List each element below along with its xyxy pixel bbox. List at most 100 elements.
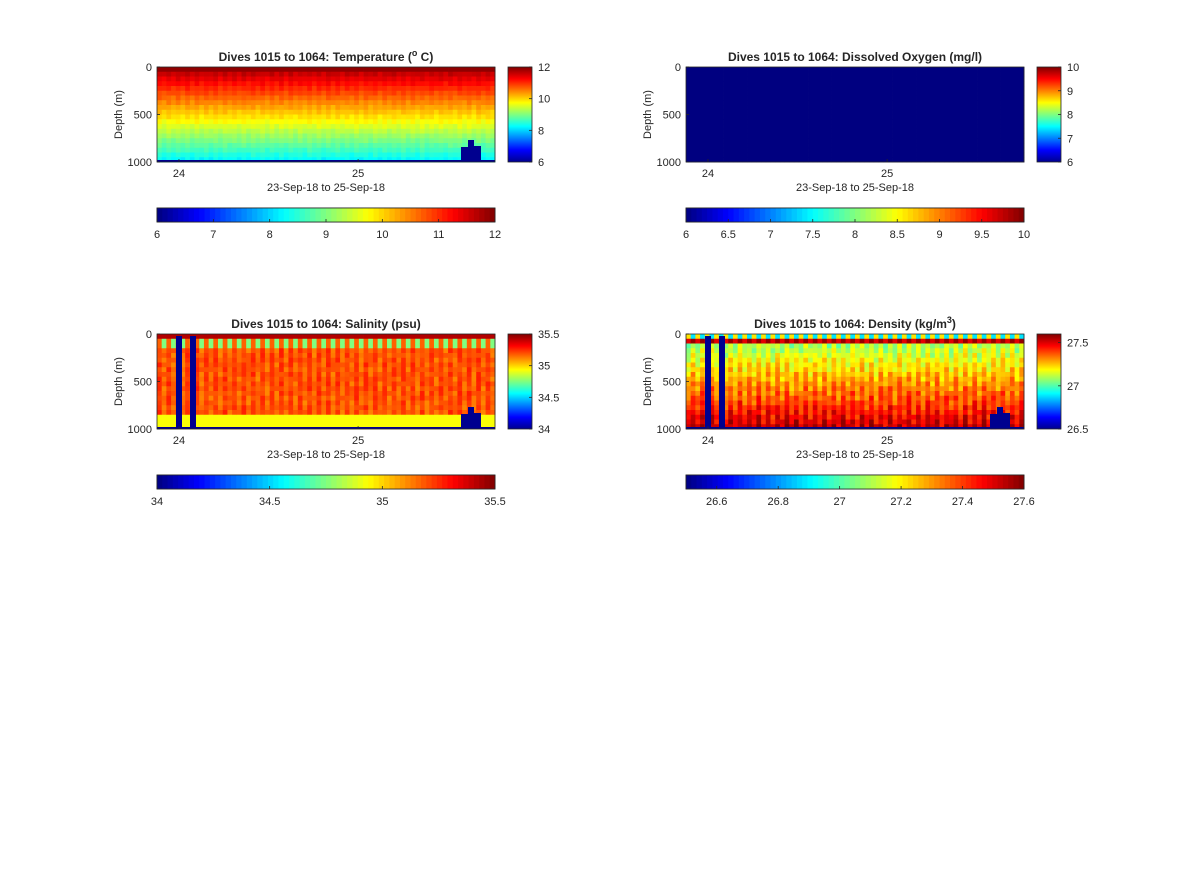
heatmap-cell xyxy=(302,152,308,158)
heatmap-cell xyxy=(934,67,940,73)
heatmap-cell xyxy=(316,334,322,340)
heatmap-cell xyxy=(962,109,969,115)
heatmap-cell xyxy=(419,147,425,153)
heatmap-cell xyxy=(438,81,444,87)
heatmap-cell xyxy=(438,105,444,111)
heatmap-cell xyxy=(732,405,739,411)
colorbar-step xyxy=(1013,208,1020,222)
heatmap-cell xyxy=(222,67,228,73)
heatmap-cell xyxy=(995,147,1001,153)
heatmap-cell xyxy=(476,81,482,87)
colorbar-step xyxy=(199,208,205,222)
heatmap-cell xyxy=(208,152,214,158)
heatmap-cell xyxy=(405,157,411,163)
colorbar-step xyxy=(310,208,316,222)
colorbar-step xyxy=(876,208,882,222)
heatmap-cell xyxy=(775,147,781,153)
heatmap-cell xyxy=(194,152,200,158)
heatmap-cell xyxy=(433,119,440,125)
heatmap-cell xyxy=(798,114,804,120)
heatmap-cell xyxy=(747,100,753,106)
heatmap-cell xyxy=(213,362,219,368)
heatmap-cell xyxy=(415,105,421,111)
heatmap-cell xyxy=(241,138,247,144)
heatmap-cell xyxy=(433,86,440,92)
heatmap-cell xyxy=(157,372,163,378)
colorbar-step xyxy=(484,208,491,222)
heatmap-cell xyxy=(260,124,266,130)
heatmap-cell xyxy=(812,100,818,106)
heatmap-cell xyxy=(227,114,233,120)
heatmap-cell xyxy=(784,114,790,120)
heatmap-cell xyxy=(161,386,167,392)
heatmap-cell xyxy=(958,114,964,120)
heatmap-cell xyxy=(401,109,407,115)
heatmap-cell xyxy=(157,147,163,153)
heatmap-cell xyxy=(354,81,360,87)
heatmap-cell xyxy=(250,353,256,359)
heatmap-cell xyxy=(246,152,252,158)
heatmap-cell xyxy=(972,147,978,153)
heatmap-cell xyxy=(977,76,983,82)
seafloor-mask xyxy=(461,407,481,429)
heatmap-cell xyxy=(700,357,706,363)
heatmap-cell xyxy=(462,338,468,344)
heatmap-cell xyxy=(307,381,313,387)
heatmap-cell xyxy=(344,343,350,349)
heatmap-cell xyxy=(203,76,210,82)
heatmap-cell xyxy=(264,405,271,411)
heatmap-cell xyxy=(358,86,364,92)
heatmap-cell xyxy=(433,395,440,401)
heatmap-cell xyxy=(476,338,482,344)
heatmap-cell xyxy=(822,105,828,111)
heatmap-cell xyxy=(203,152,210,158)
heatmap-cell xyxy=(157,381,163,387)
heatmap-cell xyxy=(368,367,374,373)
heatmap-cell xyxy=(438,343,444,349)
heatmap-cell xyxy=(916,114,922,120)
heatmap-cell xyxy=(208,138,214,144)
heatmap-cell xyxy=(354,372,360,378)
heatmap-cell xyxy=(321,338,327,344)
heatmap-cell xyxy=(283,362,289,368)
heatmap-cell xyxy=(363,386,369,392)
heatmap-cell xyxy=(700,143,706,149)
heatmap-cell xyxy=(424,362,430,368)
heatmap-cell xyxy=(934,105,940,111)
heatmap-cell xyxy=(203,372,210,378)
heatmap-cell xyxy=(326,410,332,416)
heatmap-cell xyxy=(396,105,402,111)
heatmap-cell xyxy=(869,133,875,139)
heatmap-cell xyxy=(704,95,710,101)
colorbar-step xyxy=(262,475,269,489)
heatmap-cell xyxy=(288,95,294,101)
heatmap-cell xyxy=(180,147,186,153)
heatmap-cell xyxy=(260,381,266,387)
heatmap-cell xyxy=(288,86,294,92)
heatmap-cell xyxy=(761,419,767,425)
heatmap-cell xyxy=(415,372,421,378)
heatmap-cell xyxy=(822,71,828,77)
heatmap-cell xyxy=(330,405,336,411)
heatmap-cell xyxy=(180,348,186,354)
heatmap-cell xyxy=(784,81,790,87)
heatmap-cell xyxy=(344,405,350,411)
heatmap-cell xyxy=(255,348,261,354)
heatmap-cell xyxy=(793,90,800,96)
heatmap-cell xyxy=(901,90,908,96)
colorbar-step xyxy=(289,475,295,489)
heatmap-cell xyxy=(185,147,191,153)
heatmap-cell xyxy=(396,419,402,425)
heatmap-cell xyxy=(695,357,701,363)
heatmap-cell xyxy=(391,67,397,73)
heatmap-cell xyxy=(438,410,444,416)
heatmap-cell xyxy=(307,138,313,144)
heatmap-cell xyxy=(471,338,477,344)
heatmap-cell xyxy=(180,86,186,92)
heatmap-cell xyxy=(246,86,252,92)
heatmap-cell xyxy=(293,381,299,387)
heatmap-cell xyxy=(869,86,875,92)
heatmap-cell xyxy=(199,128,205,134)
heatmap-cell xyxy=(283,414,289,420)
heatmap-cell xyxy=(452,376,458,382)
